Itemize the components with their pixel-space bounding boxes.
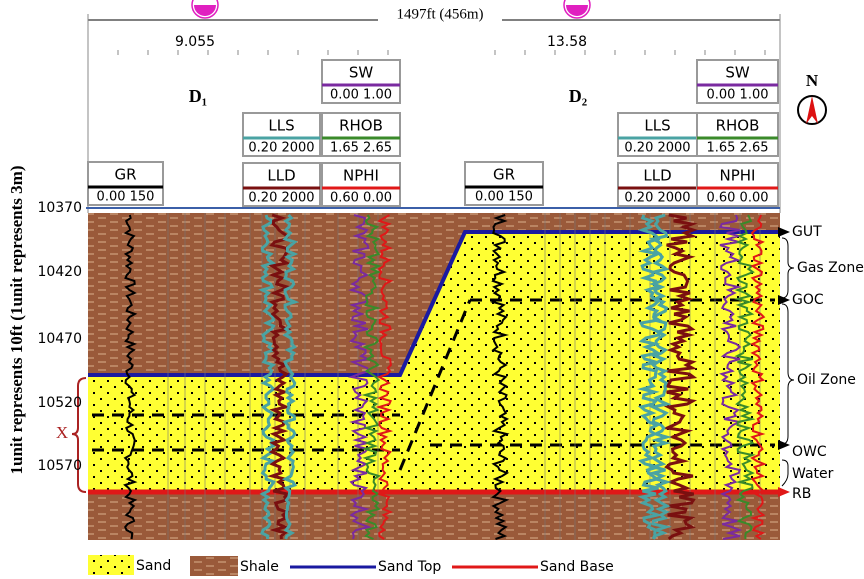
depth-label: 10570	[37, 458, 82, 474]
well-name: D₂	[569, 86, 587, 106]
track-range: 0.60 0.00	[706, 191, 768, 206]
legend-swatch	[190, 556, 238, 576]
legend-label: Sand Top	[378, 559, 441, 575]
well-icon	[563, 0, 591, 19]
log-curve	[637, 214, 664, 540]
track-header	[696, 162, 779, 207]
track-name: NPHI	[720, 167, 756, 185]
depth-label: 10420	[37, 264, 82, 280]
scale-label: 1497ft (456m)	[396, 6, 483, 22]
log-curve	[258, 214, 277, 540]
well-name: D₁	[189, 86, 207, 106]
legend-label: Sand	[136, 558, 171, 574]
marker-label: OWC	[792, 444, 827, 460]
log-curves	[123, 213, 767, 541]
legend-label: Sand Base	[540, 559, 614, 575]
track-header	[321, 112, 401, 157]
marker-label: Water	[792, 466, 834, 482]
track-name: SW	[725, 64, 750, 82]
track-range: 0.20 2000	[248, 141, 314, 156]
log-curve	[647, 213, 672, 540]
marker-label: GOC	[792, 292, 824, 308]
track-range: 0.20 2000	[624, 191, 690, 206]
well-icon	[566, 5, 588, 16]
depth-label: 10370	[37, 200, 82, 216]
track-name: LLD	[643, 167, 671, 185]
track-range: 1.65 2.65	[330, 141, 392, 156]
log-curve	[123, 214, 138, 540]
interval-brace	[71, 377, 87, 493]
marker-label: GUT	[792, 224, 822, 240]
track-name: GR	[493, 166, 515, 184]
marker-label: Gas Zone	[797, 260, 864, 276]
track-header	[464, 161, 544, 206]
track-name: RHOB	[339, 117, 383, 135]
track-header	[321, 59, 401, 104]
log-curve	[347, 214, 372, 540]
log-curve	[281, 213, 300, 540]
log-curve	[267, 213, 292, 540]
track-header	[242, 112, 321, 157]
interval-marker: X	[56, 423, 68, 442]
well-position: 13.58	[547, 34, 587, 50]
track-range: 1.65 2.65	[706, 141, 768, 156]
track-name: LLD	[267, 167, 295, 185]
track-name: GR	[114, 166, 136, 184]
track-name: NPHI	[343, 167, 379, 185]
track-range: 0.00 1.00	[706, 88, 768, 103]
track-name: RHOB	[716, 117, 760, 135]
log-curve	[750, 214, 767, 540]
track-range: 0.00 150	[475, 190, 533, 205]
compass: N	[797, 71, 827, 125]
sand-top	[88, 230, 780, 377]
well-icon	[191, 0, 219, 19]
log-curve	[718, 214, 743, 540]
track-header	[696, 112, 779, 157]
depth-label: 10520	[37, 395, 82, 411]
track-range: 0.60 0.00	[330, 191, 392, 206]
log-curve	[375, 214, 394, 540]
legend-label: Shale	[240, 559, 279, 575]
log-curve	[490, 214, 510, 540]
log-curve	[733, 214, 756, 540]
track-name: LLS	[644, 117, 670, 135]
log-curve	[662, 213, 698, 541]
contacts	[92, 298, 775, 471]
marker-arrows	[778, 227, 790, 497]
track-range: 0.00 1.00	[330, 88, 392, 103]
marker-label: RB	[792, 486, 811, 502]
sand-body	[88, 232, 780, 492]
depth-label: 10470	[37, 331, 82, 347]
track-range: 0.20 2000	[624, 141, 690, 156]
track-header	[617, 112, 698, 157]
track-header	[696, 59, 779, 104]
track-range: 0.00 150	[97, 190, 155, 205]
legend-swatch	[88, 555, 134, 575]
well-icon	[194, 5, 216, 16]
log-curve	[361, 214, 382, 540]
scale-bg	[378, 6, 502, 24]
track-name: SW	[349, 64, 374, 82]
track-range: 0.20 2000	[248, 191, 314, 206]
track-header	[87, 161, 164, 206]
zone-braces	[781, 237, 795, 487]
compass-label: N	[806, 71, 819, 90]
well-position: 9.055	[175, 34, 215, 50]
track-header	[321, 162, 401, 207]
marker-label: Oil Zone	[797, 372, 856, 388]
track-header	[617, 162, 698, 207]
track-header	[242, 162, 321, 207]
depth-axis-label: 1unit represents 10ft (1unit represents …	[7, 166, 26, 475]
track-name: LLS	[268, 117, 294, 135]
